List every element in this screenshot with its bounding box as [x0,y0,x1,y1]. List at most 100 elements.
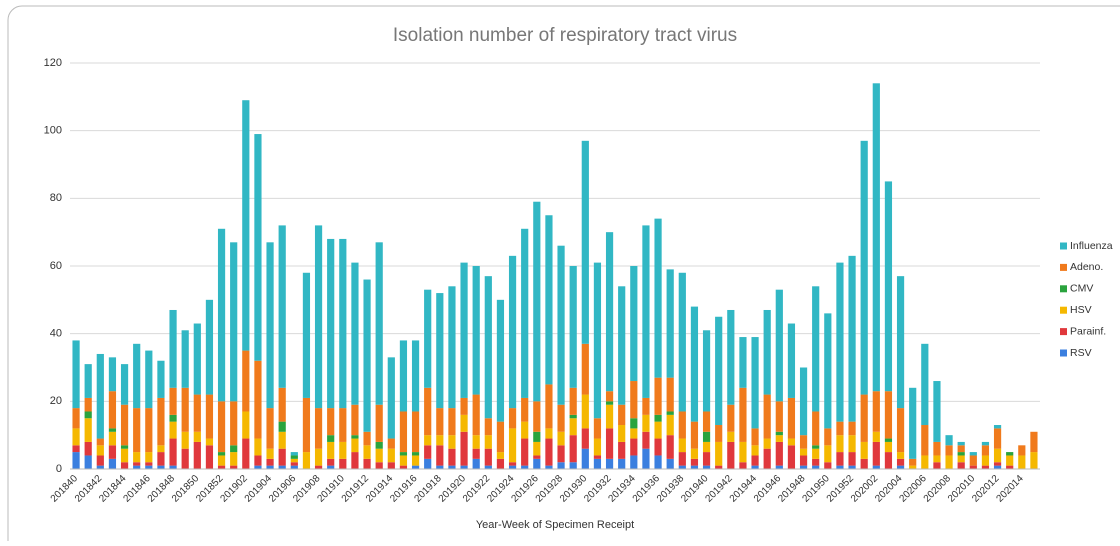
bar-segment [751,337,759,429]
bar-segment [181,330,189,388]
bar-segment [775,435,783,442]
bar-segment [145,350,153,409]
bar-segment [896,276,905,409]
bar-segment [593,455,602,459]
bar-segment [120,462,129,469]
bar-segment [981,445,990,456]
bar-segment [812,458,820,466]
bar-segment [375,448,383,463]
bar-segment [84,364,92,398]
bar-segment [230,401,238,446]
bar-segment [727,309,735,405]
bar-segment [557,431,565,446]
bar-segment [133,465,141,469]
bar-segment [424,289,432,388]
bar-segment [411,411,420,453]
bar-segment [424,387,432,436]
bar-segment [448,465,456,469]
bar-segment [545,384,553,429]
bar-segment [642,448,650,469]
bar-segment [217,452,226,456]
bar-segment [642,414,650,432]
bar-segment [363,458,371,469]
bar-segment [593,262,602,419]
bar-segment [569,418,577,436]
bar-segment [957,441,965,446]
bar-segment [290,452,298,456]
bar-segment [363,279,371,432]
bar-segment [812,411,820,446]
bar-segment [605,391,614,402]
bar-segment [399,452,408,456]
bar-segment [120,364,129,405]
bar-segment [351,262,359,405]
bar-segment [1018,445,1026,456]
y-tick-label: 0 [56,463,62,475]
bar-segment [484,448,492,466]
bar-segment [993,462,1002,466]
bar-segment [678,272,686,412]
bar-segment [884,181,893,392]
bar-segment [678,438,686,453]
bar-segment [496,452,505,459]
bar-segment [314,448,323,466]
bar-segment [702,452,711,466]
bar-segment [84,411,92,419]
bar-segment [812,445,820,449]
bar-segment [1018,455,1026,469]
bar-segment [836,452,844,466]
bar-segment [848,452,856,466]
legend-swatch [1060,306,1067,314]
bar-segment [654,438,662,456]
bar-segment [508,255,517,409]
bar-segment [799,367,808,436]
bar-segment [169,309,177,388]
bar-segment [690,465,699,469]
bar-segment [508,408,517,429]
bar-segment [581,428,589,449]
bar-segment [860,458,868,469]
bar-segment [96,445,104,456]
bar-segment [424,445,432,459]
bar-segment [96,455,104,466]
bar-segment [763,394,771,439]
bar-segment [508,465,517,469]
bar-segment [787,323,796,398]
bar-segment [860,441,868,459]
bar-segment [884,438,893,442]
bar-segment [254,360,262,439]
bar-segment [472,458,480,469]
bar-segment [108,445,117,459]
chart-title: Isolation number of respiratory tract vi… [393,25,737,46]
bar-segment [120,445,129,449]
bar-segment [460,465,468,469]
legend-label: Adeno. [1070,261,1103,273]
bar-segment [751,445,759,456]
bar-segment [715,441,723,466]
bar-segment [278,431,286,449]
y-tick-label: 80 [50,192,62,204]
bar-segment [521,465,529,469]
bar-segment [860,394,868,442]
bar-segment [896,458,905,466]
bar-segment [690,421,699,449]
bar-segment [436,408,444,436]
bar-segment [339,238,347,409]
bar-segment [533,455,541,459]
bar-segment [921,343,929,426]
bar-segment [375,242,383,405]
bar-segment [618,286,626,405]
bar-segment [727,441,735,469]
bar-segment [302,272,311,398]
bar-segment [993,428,1002,449]
bar-segment [230,452,238,466]
bar-segment [775,431,783,436]
bar-segment [96,465,104,469]
bar-segment [872,465,880,469]
bar-segment [399,465,408,469]
bar-segment [569,414,577,419]
legend-swatch [1060,349,1067,357]
bar-segment [872,441,880,466]
x-axis-label: Year-Week of Specimen Receipt [476,519,634,531]
bar-segment [1030,431,1038,453]
